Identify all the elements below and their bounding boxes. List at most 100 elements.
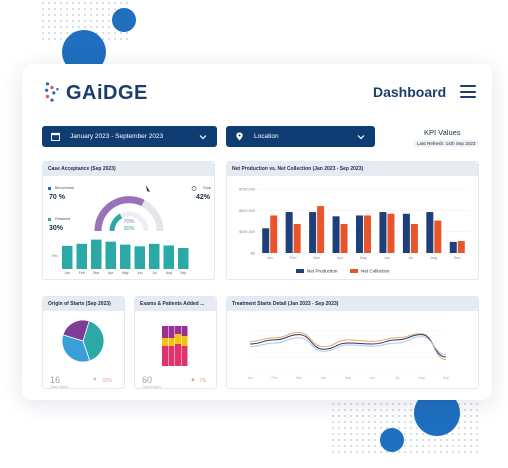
net-production-grid: $750,000 $500,000 $250,000 $0 <box>239 188 469 256</box>
month-label: Sep <box>180 271 186 275</box>
pie-slice[interactable] <box>62 319 90 342</box>
case-acceptance-bar[interactable] <box>91 239 102 269</box>
month-label: Jun <box>137 271 143 275</box>
x-tick-label: Jun <box>384 256 390 260</box>
y-tick-label: $250,000 <box>239 230 255 234</box>
stacked-bar-segment[interactable] <box>162 338 168 346</box>
origin-starts-title: Origin of Starts (Sep 2023) <box>43 297 124 311</box>
x-tick-label: Feb <box>290 256 297 260</box>
stacked-bar-segment[interactable] <box>162 346 168 366</box>
stacked-bar-segment[interactable] <box>168 338 175 346</box>
collection-bar[interactable] <box>340 223 348 253</box>
collection-bar[interactable] <box>270 215 278 253</box>
case-acceptance-bar[interactable] <box>120 244 131 269</box>
collection-bar[interactable] <box>364 215 371 253</box>
pie-slice[interactable] <box>82 320 105 362</box>
x-tick-label: Jul <box>395 376 400 380</box>
page-title: Dashboard <box>373 84 447 100</box>
x-tick-label: Feb <box>271 376 277 380</box>
case-acceptance-bar[interactable] <box>178 248 189 269</box>
gauge-outer-value: 70% <box>123 219 134 225</box>
stacked-bar-segment[interactable] <box>181 336 188 346</box>
production-bar[interactable] <box>426 212 434 253</box>
collection-bar[interactable] <box>293 223 301 253</box>
pie-slice[interactable] <box>61 334 91 363</box>
last-refresh: Last Refresh: 14th Sep 2023 <box>414 140 479 147</box>
month-label: Apr <box>108 271 114 275</box>
brand-name: GAiDGE <box>66 82 148 104</box>
date-range-dropdown[interactable]: January 2023 - September 2023 <box>42 126 217 147</box>
hamburger-menu-icon[interactable] <box>460 85 476 98</box>
case-acceptance-graphics: 70% 30% Jan Feb Mar Apr May Jun Jul Aug Sep <box>48 185 197 275</box>
x-tick-label: Aug <box>430 256 437 260</box>
stacked-bar-segment[interactable] <box>181 326 188 336</box>
gauge-retained-arc <box>109 213 123 232</box>
stacked-bar-segment[interactable] <box>168 346 175 366</box>
x-tick-label: Mar <box>296 376 303 380</box>
case-acceptance-bar[interactable] <box>134 246 146 269</box>
location-dropdown[interactable]: Location <box>226 126 375 147</box>
y-tick-label: $500,000 <box>239 209 255 213</box>
x-tick-label: Jan <box>247 376 253 380</box>
net-production-x-labels: Jan Feb Mar Apr May Jun Jul Aug Sep <box>267 256 461 260</box>
collection-bar[interactable] <box>434 220 442 253</box>
decor-circle <box>380 428 404 452</box>
case-acceptance-bar[interactable] <box>163 245 175 269</box>
month-label: Feb <box>79 271 85 275</box>
case-acceptance-bar[interactable] <box>105 241 117 269</box>
chevron-down-icon <box>357 134 365 139</box>
x-tick-label: Apr <box>337 256 344 260</box>
production-bar[interactable] <box>309 212 317 253</box>
production-bar[interactable] <box>379 212 387 253</box>
treatment-line[interactable] <box>249 334 447 358</box>
treatment-line[interactable] <box>249 332 447 361</box>
exams-stacked-chart <box>162 326 188 366</box>
y-tick-label: $0 <box>251 252 255 256</box>
retained-value: 30% <box>49 225 64 232</box>
legend-production-swatch <box>296 269 304 273</box>
x-tick-label: May <box>345 376 352 380</box>
benchmark-label: Benchmark <box>55 186 75 190</box>
stacked-bar-segment[interactable] <box>162 326 168 338</box>
production-bar[interactable] <box>402 213 410 253</box>
stacked-bar-segment[interactable] <box>175 334 181 344</box>
exams-title: Exams & Patients Added ... <box>135 297 216 311</box>
production-bar[interactable] <box>449 241 457 253</box>
case-acceptance-bar[interactable] <box>62 245 73 269</box>
x-tick-label: Sep <box>454 256 461 260</box>
exams-panel: Exams & Patients Added ... 60 Total Exam… <box>134 296 217 389</box>
gaidge-logo-icon <box>44 82 59 102</box>
starts-count: 16 <box>50 375 61 385</box>
production-bar[interactable] <box>285 212 293 253</box>
stacked-bar-segment[interactable] <box>175 344 181 366</box>
stacked-bar-segment[interactable] <box>168 326 175 338</box>
month-label: Aug <box>166 271 172 275</box>
legend-production-label: Net Production <box>307 269 338 274</box>
retained-swatch <box>48 218 51 221</box>
location-label: Location <box>254 133 279 140</box>
decor-circle <box>112 8 136 32</box>
production-bar[interactable] <box>262 228 270 253</box>
case-acceptance-bar[interactable] <box>76 243 88 269</box>
case-acceptance-bar[interactable] <box>149 243 160 269</box>
pointer-icon <box>146 185 150 192</box>
exams-pct: 7% <box>199 378 207 384</box>
treatment-line[interactable] <box>249 336 447 355</box>
net-production-title: Net Production vs. Net Collection (Jan 2… <box>227 162 478 176</box>
benchmark-swatch <box>48 187 51 190</box>
exams-count-label: Total Exams <box>142 385 162 389</box>
x-tick-label: Apr <box>321 376 327 380</box>
starts-pct: 33% <box>102 378 113 384</box>
production-bar[interactable] <box>356 215 363 253</box>
month-label: Jul <box>152 271 157 275</box>
collection-bar[interactable] <box>317 206 325 253</box>
treatment-starts-title: Treatment Starts Detail (Jan 2023 - Sep … <box>227 297 478 311</box>
goal-value: 42% <box>196 194 211 201</box>
collection-bar[interactable] <box>457 241 465 253</box>
stacked-bar-segment[interactable] <box>181 346 188 366</box>
treatment-starts-chart: Jan Feb Mar Apr May Jun Jul Aug Sep <box>247 317 449 380</box>
collection-bar[interactable] <box>387 213 395 253</box>
stacked-bar-segment[interactable] <box>175 326 181 334</box>
collection-bar[interactable] <box>410 223 418 253</box>
production-bar[interactable] <box>332 216 340 253</box>
